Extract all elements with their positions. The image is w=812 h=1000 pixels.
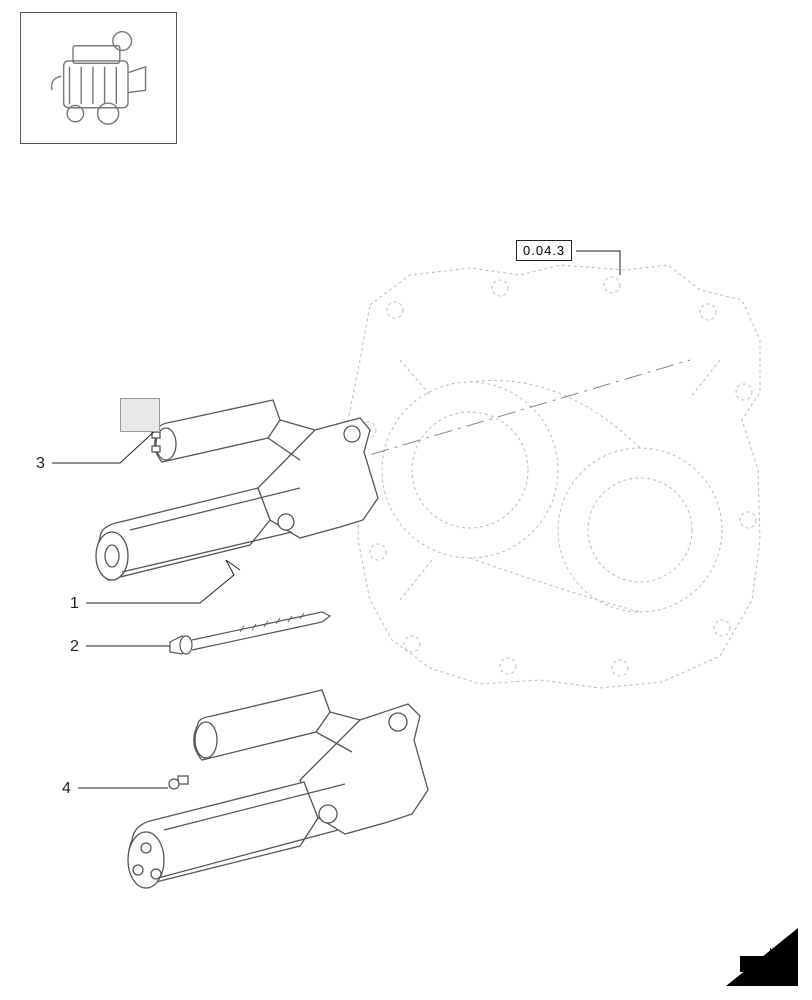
next-page-arrow[interactable]: [726, 928, 798, 986]
callout-1: 1: [70, 595, 79, 613]
torque-spec-icon: [120, 398, 160, 432]
callout-2: 2: [70, 638, 79, 656]
diagram-canvas: [0, 0, 812, 1000]
assembly-reference-label: 0.04.3: [516, 240, 572, 261]
starter-motor-lower: [128, 690, 428, 888]
mounting-bolt: [170, 612, 330, 654]
ref-leader-line: [576, 251, 620, 275]
parts-diagram-page: 0.04.3 1 2 3 4: [0, 0, 812, 1000]
arrow-right-icon: [726, 928, 798, 986]
callout-4: 4: [62, 780, 71, 798]
callout-3: 3: [36, 455, 45, 473]
gear-housing-phantom: [348, 265, 760, 688]
